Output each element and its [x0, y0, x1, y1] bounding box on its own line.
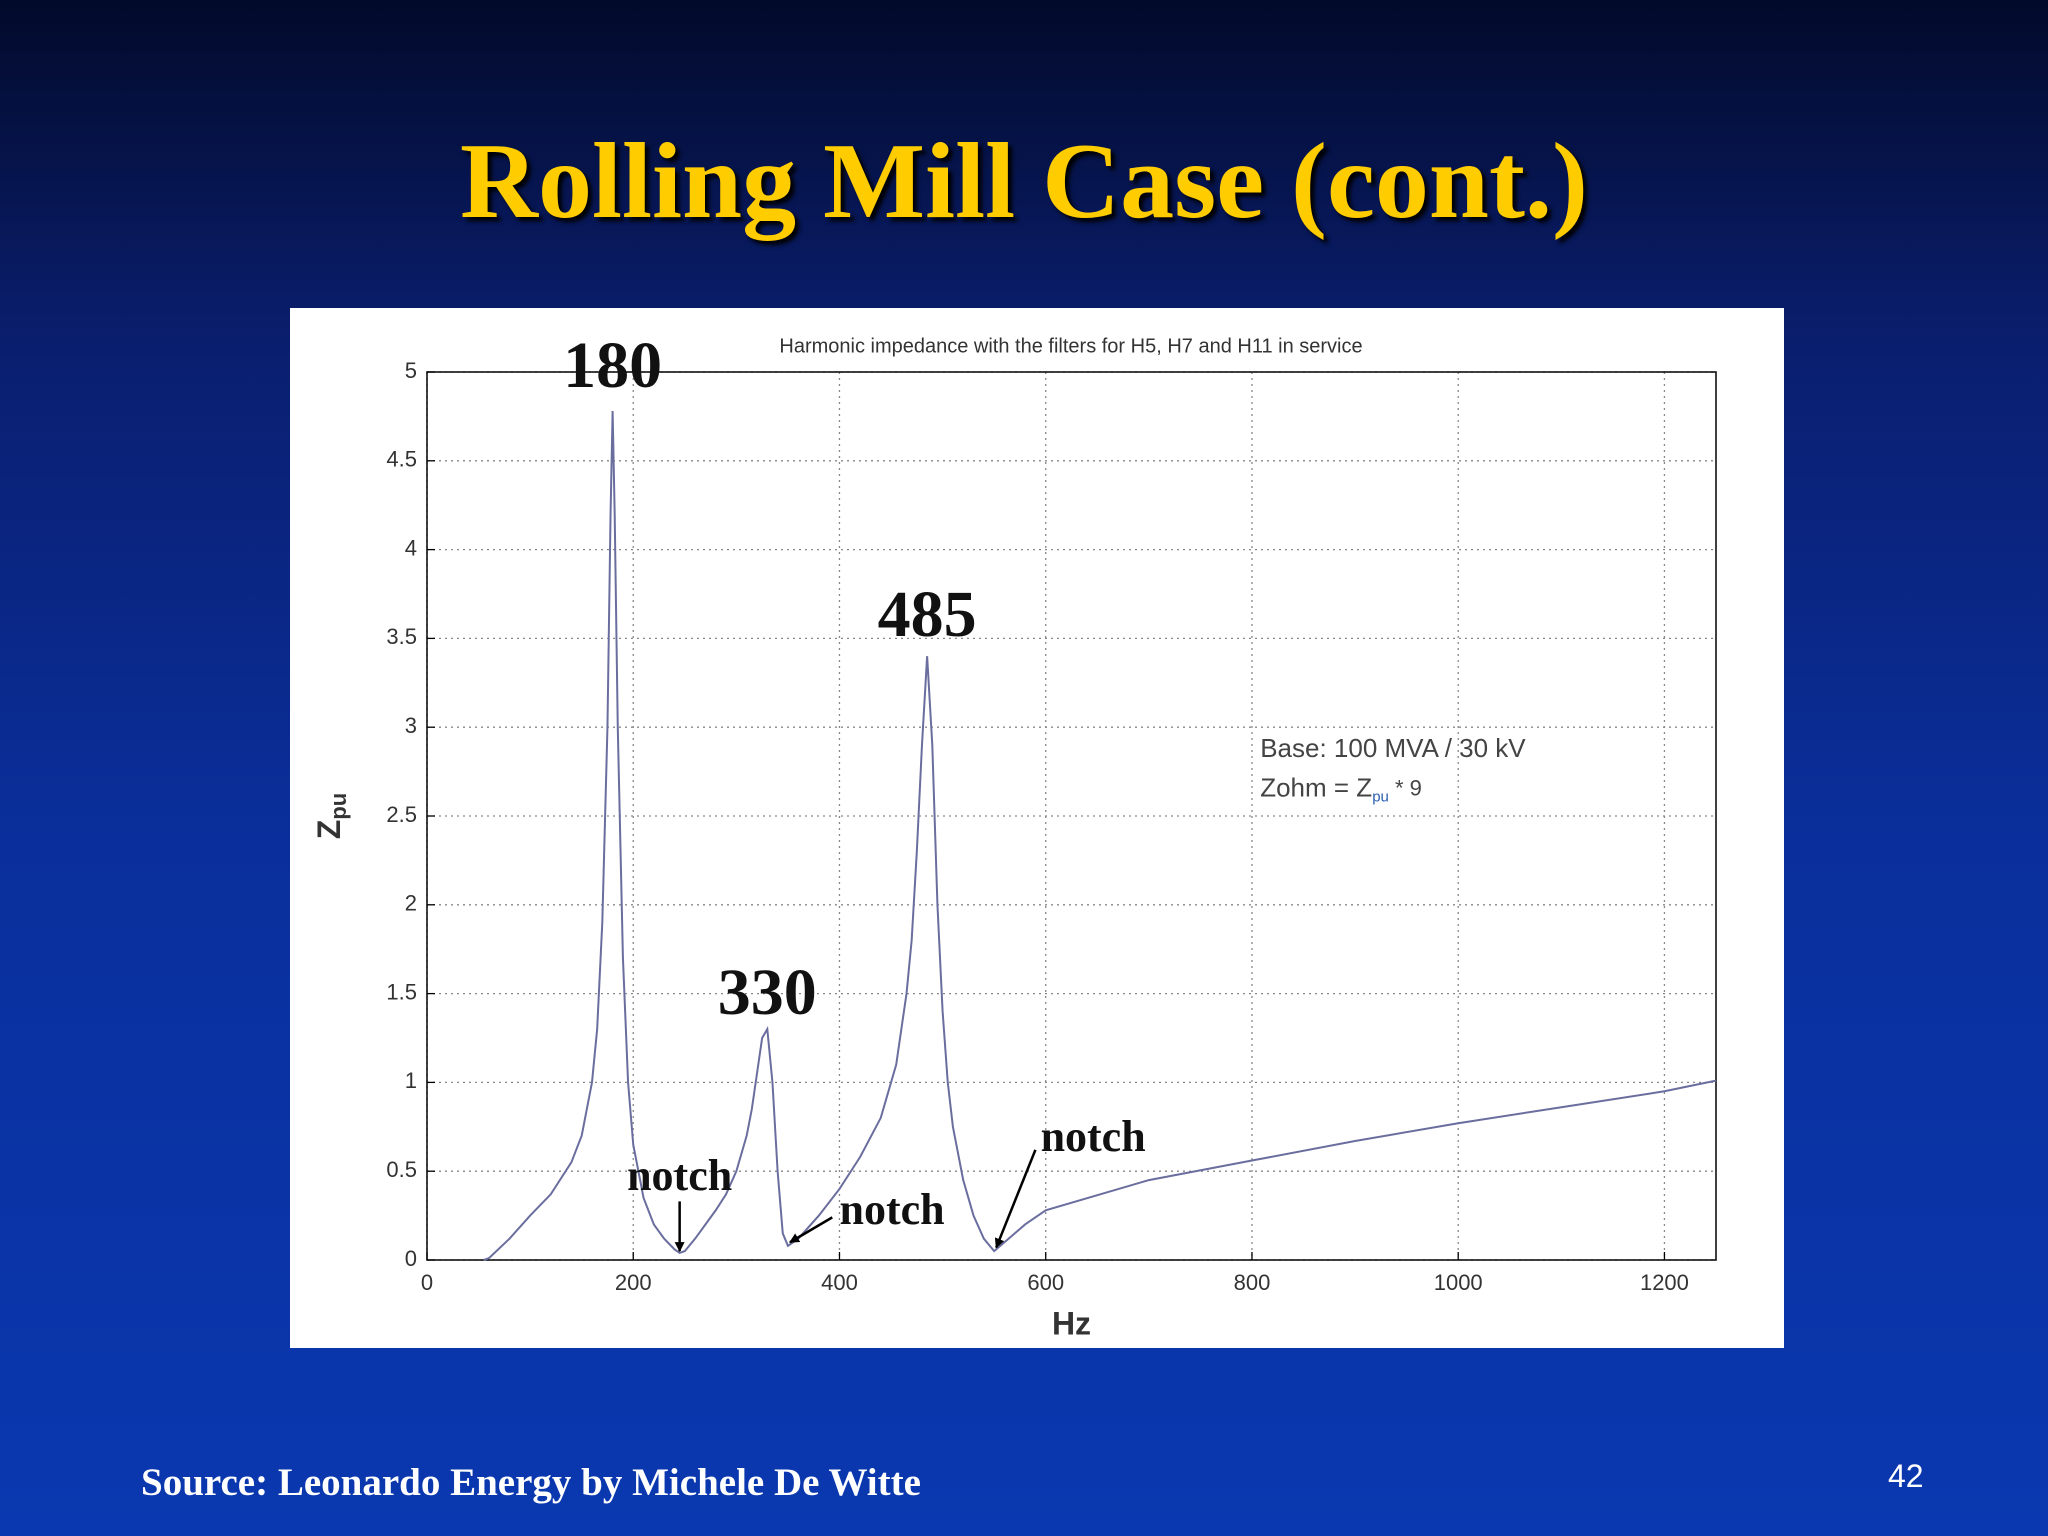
chart: Harmonic impedance with the filters for … — [290, 308, 1784, 1348]
source: Source: Leonardo Energy by Michele De Wi… — [141, 1461, 921, 1504]
y-tick-label: 3 — [405, 713, 417, 738]
y-tick-label: 2 — [405, 891, 417, 916]
y-tick-label: 1 — [405, 1068, 417, 1093]
y-tick-label: 4 — [405, 535, 417, 560]
x-tick-label: 800 — [1234, 1270, 1271, 1295]
x-tick-label: 600 — [1027, 1270, 1064, 1295]
annotation: 485 — [878, 578, 977, 651]
y-tick-label: 3.5 — [386, 624, 417, 649]
y-tick-label: 1.5 — [386, 979, 417, 1004]
annotation: notch — [839, 1185, 944, 1234]
note-line: Zohm = Zpu * 9 — [1260, 772, 1422, 805]
x-tick-label: 1000 — [1434, 1270, 1483, 1295]
y-tick-label: 5 — [405, 358, 417, 383]
annotation-arrow — [994, 1149, 1037, 1249]
annotation-arrow — [789, 1216, 833, 1244]
plot-frame — [426, 371, 1717, 1261]
annotation: 330 — [718, 956, 817, 1029]
y-tick-label: 4.5 — [386, 447, 417, 472]
page-number: 42 — [1888, 1458, 1924, 1494]
x-axis-label: Hz — [1052, 1305, 1091, 1341]
y-tick-label: 0 — [405, 1246, 417, 1271]
x-tick-label: 1200 — [1640, 1270, 1689, 1295]
x-tick-label: 0 — [421, 1270, 433, 1295]
y-tick-label: 2.5 — [386, 802, 417, 827]
chart-background — [290, 308, 1784, 1348]
data-line — [483, 411, 1717, 1261]
y-axis-label-main: Z — [311, 820, 347, 840]
y-tick-label: 0.5 — [386, 1157, 417, 1182]
y-axis-label: Zpu — [311, 793, 350, 839]
y-axis-label-subscript: pu — [326, 793, 351, 820]
annotation: 180 — [563, 329, 662, 402]
note-text: * 9 — [1389, 775, 1422, 800]
annotation: notch — [1041, 1112, 1146, 1161]
annotation: notch — [627, 1151, 732, 1200]
note-line: Base: 100 MVA / 30 kV — [1260, 733, 1526, 763]
x-tick-label: 200 — [615, 1270, 652, 1295]
slide-title: Rolling Mill Case (cont.) — [460, 122, 1588, 241]
note-subscript: pu — [1372, 788, 1389, 805]
x-tick-label: 400 — [821, 1270, 858, 1295]
chart-title: Harmonic impedance with the filters for … — [779, 335, 1362, 357]
note-text: Zohm = Z — [1260, 772, 1372, 802]
